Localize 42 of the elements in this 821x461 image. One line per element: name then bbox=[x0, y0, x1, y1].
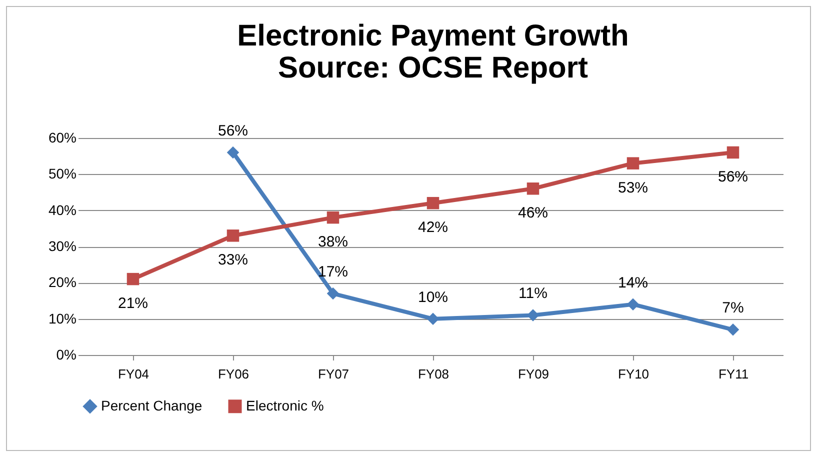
legend-label: Percent Change bbox=[101, 397, 202, 414]
data-label: 14% bbox=[618, 274, 648, 292]
x-tick-label: FY04 bbox=[118, 366, 150, 382]
y-tick-label: 40% bbox=[48, 202, 76, 218]
data-label: 10% bbox=[418, 288, 448, 306]
data-label: 42% bbox=[418, 219, 448, 236]
y-tick-label: 20% bbox=[48, 274, 76, 290]
x-tick-label: FY09 bbox=[518, 366, 550, 382]
data-label: 33% bbox=[218, 252, 248, 269]
point bbox=[526, 182, 540, 195]
chart-subtitle: Source: OCSE Report bbox=[278, 51, 588, 84]
x-tick-label: FY10 bbox=[618, 366, 650, 382]
y-tick-label: 60% bbox=[48, 130, 76, 146]
point bbox=[226, 146, 240, 159]
point bbox=[626, 157, 640, 170]
data-label: 11% bbox=[518, 285, 548, 302]
data-label: 38% bbox=[318, 234, 348, 251]
point bbox=[326, 287, 340, 300]
data-label: 53% bbox=[618, 179, 648, 196]
point bbox=[126, 272, 140, 286]
point bbox=[426, 196, 440, 210]
point bbox=[226, 230, 240, 242]
data-label: 56% bbox=[218, 122, 248, 140]
x-tick-label: FY11 bbox=[718, 366, 749, 382]
legend-label: Electronic % bbox=[246, 397, 324, 414]
point bbox=[626, 298, 640, 310]
x-tick-label: FY07 bbox=[318, 366, 350, 382]
data-label: 17% bbox=[318, 264, 348, 281]
data-label: 46% bbox=[518, 204, 548, 222]
data-label: 56% bbox=[718, 168, 748, 186]
chart-title: Electronic Payment Growth bbox=[237, 19, 629, 52]
y-tick-label: 50% bbox=[48, 166, 76, 182]
data-label: 7% bbox=[722, 300, 744, 317]
data-label: 21% bbox=[118, 295, 148, 312]
x-tick-label: FY08 bbox=[418, 366, 450, 382]
y-tick-label: 10% bbox=[48, 310, 76, 326]
point bbox=[326, 211, 340, 224]
y-tick-label: 0% bbox=[56, 346, 76, 362]
point bbox=[726, 324, 740, 336]
y-tick-label: 30% bbox=[48, 238, 76, 254]
x-tick-label: FY06 bbox=[218, 366, 250, 382]
point bbox=[726, 146, 740, 159]
